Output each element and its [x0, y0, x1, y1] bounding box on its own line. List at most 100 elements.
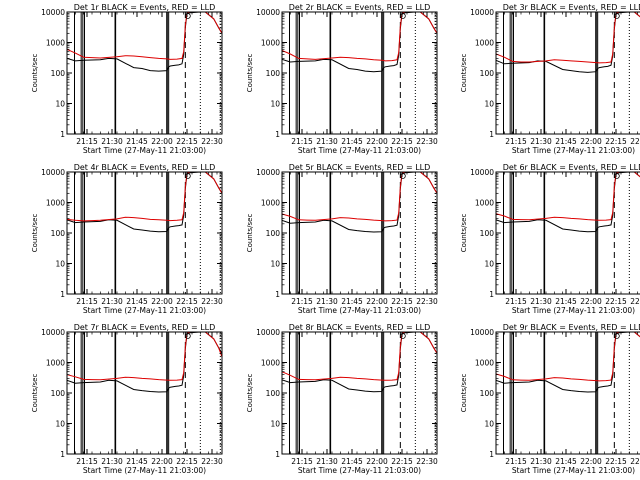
x-tick-label: 22:15	[176, 457, 198, 466]
plot-frame	[66, 331, 223, 455]
x-tick-label: 22:30	[416, 137, 438, 146]
lld-series-line	[282, 12, 437, 62]
y-tick-label: 10000	[470, 8, 494, 17]
x-tick-label: 21:45	[555, 297, 577, 306]
x-tick-label: 22:00	[151, 297, 173, 306]
x-tick-label: 21:30	[316, 457, 338, 466]
y-tick-label: 10000	[41, 328, 65, 337]
y-tick-label: 1000	[46, 199, 65, 208]
x-tick-label: 21:45	[555, 457, 577, 466]
panel-title: Det 9r BLACK = Events, RED = LLD	[503, 323, 640, 332]
y-tick-label: 1	[60, 130, 65, 139]
peak-marker-circle	[184, 173, 191, 179]
panel-title: Det 5r BLACK = Events, RED = LLD	[289, 163, 431, 172]
events-series-line	[496, 332, 640, 393]
y-tick-label: 10000	[470, 168, 494, 177]
panel-4: Det 4r BLACK = Events, RED = LLD 1 10 100 10…	[31, 163, 223, 315]
y-tick-label: 1	[275, 450, 280, 459]
y-tick-label: 1	[275, 130, 280, 139]
panel-data	[496, 12, 640, 73]
x-tick-label: 22:00	[151, 457, 173, 466]
y-tick-label: 100	[480, 69, 495, 78]
events-series-line	[496, 172, 640, 233]
x-axis-label: Start Time (27-May-11 21:03:00)	[298, 146, 421, 155]
y-axis-label: Counts/sec	[460, 214, 468, 253]
x-tick-label: 21:15	[291, 137, 313, 146]
panel-data	[282, 172, 437, 233]
lld-series-line	[282, 172, 437, 222]
events-series-line	[67, 12, 222, 72]
y-tick-label: 10000	[41, 8, 65, 17]
x-tick-label: 21:15	[291, 457, 313, 466]
y-tick-label: 10	[484, 420, 494, 429]
x-tick-label: 21:45	[341, 457, 363, 466]
panel-title: Det 1r BLACK = Events, RED = LLD	[74, 3, 216, 12]
x-tick-label: 22:30	[201, 137, 223, 146]
x-tick-label: 21:45	[555, 137, 577, 146]
x-tick-label: 22:30	[630, 297, 640, 306]
plot-frame	[495, 11, 640, 135]
x-tick-label: 21:30	[530, 137, 552, 146]
y-tick-label: 100	[266, 69, 281, 78]
events-series-line	[282, 332, 437, 393]
y-tick-label: 10	[270, 100, 280, 109]
panel-data	[282, 12, 437, 73]
y-tick-label: 1	[60, 450, 65, 459]
peak-marker-circle	[613, 333, 620, 339]
y-tick-label: 100	[480, 389, 495, 398]
y-axis-label: Counts/sec	[31, 214, 39, 253]
lld-series-line	[496, 332, 640, 382]
peak-marker-circle	[399, 333, 406, 339]
peak-marker-circle	[613, 13, 620, 19]
x-tick-label: 21:30	[530, 457, 552, 466]
y-axis-label: Counts/sec	[246, 54, 254, 93]
y-tick-label: 10000	[256, 168, 280, 177]
x-tick-label: 22:30	[630, 137, 640, 146]
y-tick-label: 100	[266, 389, 281, 398]
x-tick-label: 22:30	[201, 457, 223, 466]
y-axis-label: Counts/sec	[460, 374, 468, 413]
x-tick-label: 21:15	[76, 457, 98, 466]
panel-6: Det 6r BLACK = Events, RED = LLD 1 10 100 10…	[460, 163, 640, 315]
x-tick-label: 21:45	[341, 297, 363, 306]
panel-title: Det 4r BLACK = Events, RED = LLD	[74, 163, 216, 172]
x-tick-label: 22:00	[151, 137, 173, 146]
x-axis-label: Start Time (27-May-11 21:03:00)	[512, 146, 635, 155]
panel-data	[67, 12, 222, 72]
x-tick-label: 21:45	[341, 137, 363, 146]
panel-data	[67, 172, 222, 233]
peak-marker-circle	[399, 173, 406, 179]
lld-series-line	[282, 332, 437, 381]
x-tick-label: 22:15	[605, 297, 627, 306]
y-axis-label: Counts/sec	[31, 374, 39, 413]
plot-frame	[281, 11, 438, 135]
x-tick-label: 22:00	[580, 137, 602, 146]
x-tick-label: 21:30	[316, 297, 338, 306]
events-series-line	[282, 12, 437, 73]
y-tick-label: 10000	[256, 328, 280, 337]
y-tick-label: 1000	[475, 39, 494, 48]
y-axis-label: Counts/sec	[460, 54, 468, 93]
panel-7: Det 7r BLACK = Events, RED = LLD 1 10 100 10…	[31, 323, 223, 475]
y-tick-label: 1000	[261, 199, 280, 208]
x-tick-label: 21:15	[76, 297, 98, 306]
x-tick-label: 21:45	[126, 137, 148, 146]
panel-title: Det 8r BLACK = Events, RED = LLD	[289, 323, 431, 332]
lld-series-line	[496, 12, 640, 64]
lld-series-line	[496, 172, 640, 221]
x-axis-label: Start Time (27-May-11 21:03:00)	[83, 466, 206, 475]
x-tick-label: 22:15	[176, 297, 198, 306]
lld-series-line	[67, 332, 222, 381]
panel-data	[282, 332, 437, 393]
y-tick-label: 10	[55, 420, 65, 429]
y-tick-label: 1000	[475, 359, 494, 368]
x-tick-label: 21:15	[505, 457, 527, 466]
x-tick-label: 22:30	[630, 457, 640, 466]
panel-5: Det 5r BLACK = Events, RED = LLD 1 10 100 10…	[246, 163, 438, 315]
y-tick-label: 100	[51, 229, 66, 238]
x-tick-label: 22:00	[580, 457, 602, 466]
y-tick-label: 1000	[261, 39, 280, 48]
y-tick-label: 1	[275, 290, 280, 299]
y-tick-label: 10000	[256, 8, 280, 17]
x-tick-label: 21:15	[505, 297, 527, 306]
